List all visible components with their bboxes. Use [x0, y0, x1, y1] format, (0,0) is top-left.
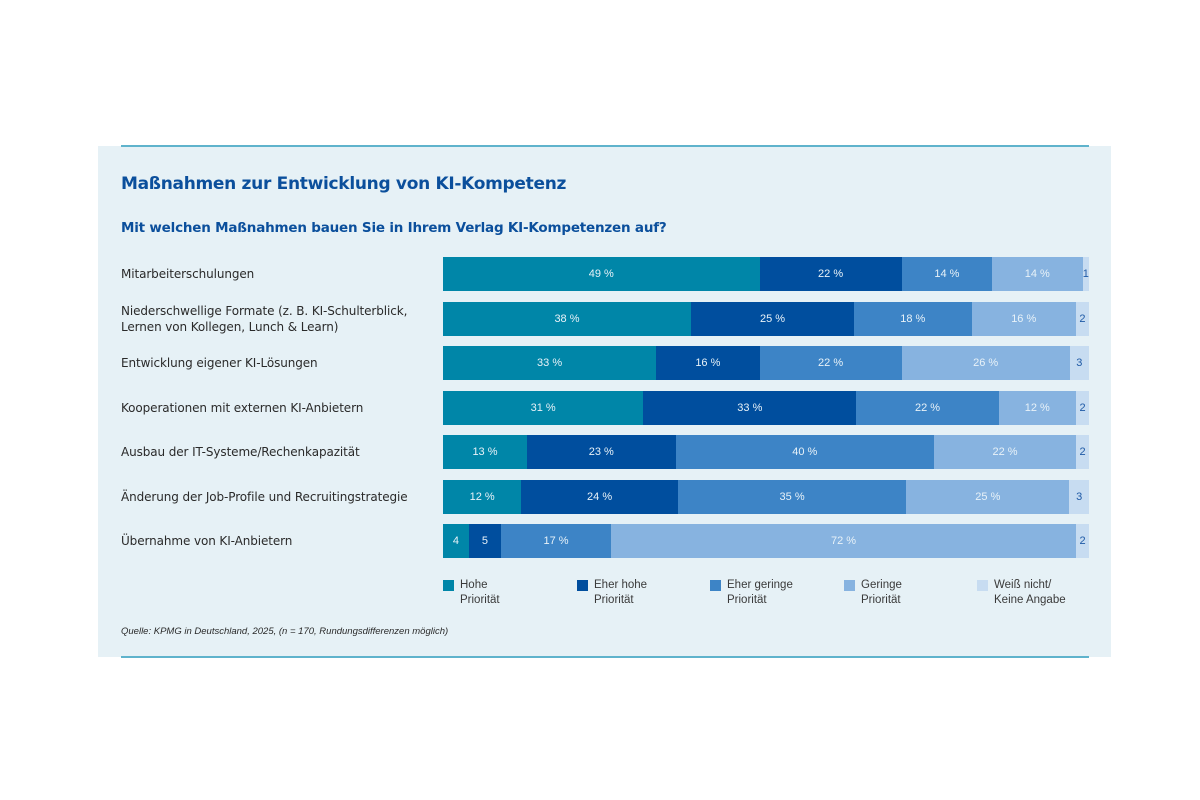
data-label: 16 %	[695, 357, 721, 369]
bar-segment	[677, 479, 907, 514]
bar-segment	[906, 479, 1070, 514]
bar-segment	[1069, 479, 1089, 514]
data-label: 35 %	[779, 490, 805, 503]
data-label: 2	[1079, 535, 1086, 547]
bar-segment	[443, 390, 644, 425]
data-label: 14 %	[1024, 268, 1050, 280]
data-label: 33 %	[537, 357, 563, 369]
data-label: 18 %	[900, 312, 926, 325]
data-label: 31 %	[530, 401, 556, 414]
bar-segment	[1076, 435, 1089, 469]
row-label: Niederschwellige Formate (z. B. KI-Schul…	[121, 303, 408, 334]
bar-segment	[690, 301, 855, 336]
bar-segment	[443, 435, 527, 469]
row-label: Entwicklung eigener KI-Lösungen	[121, 356, 318, 370]
bar-segment	[901, 346, 1070, 380]
legend-swatch	[977, 580, 988, 591]
bar-segment	[526, 435, 676, 469]
bar-segment	[1075, 301, 1089, 336]
bar-segment	[1076, 390, 1089, 425]
bar-segment	[443, 301, 691, 336]
legend-label: Eher geringe Priorität	[727, 579, 793, 606]
data-label: 22 %	[818, 357, 844, 369]
bar-segment	[443, 524, 469, 558]
bar-segment	[468, 524, 502, 558]
bar-segment	[1076, 524, 1089, 558]
data-label: 72 %	[830, 535, 857, 547]
data-label: 12 %	[469, 490, 495, 503]
data-label: 24 %	[587, 490, 613, 503]
data-label: 22 %	[818, 268, 844, 280]
row-label: Ausbau der IT-Systeme/Rechenkapazität	[121, 445, 360, 459]
legend-label: Eher hohe Priorität	[594, 579, 648, 606]
bar-segment	[643, 390, 857, 425]
bar-segment	[901, 257, 993, 291]
data-label: 3	[1076, 357, 1083, 369]
data-label: 2	[1079, 446, 1086, 458]
bar-segment	[443, 257, 760, 291]
bar-segment	[675, 435, 934, 469]
legend-label: Hohe Priorität	[460, 579, 500, 606]
bar-segment	[759, 346, 902, 380]
data-label: 33 %	[737, 401, 763, 414]
data-label: 2	[1079, 312, 1086, 325]
bar-segment	[933, 435, 1077, 469]
bottom-divider	[121, 656, 1089, 658]
data-label: 16 %	[1011, 312, 1037, 325]
legend-swatch	[577, 580, 588, 591]
bar-segment	[521, 479, 678, 514]
data-label: 4	[452, 535, 459, 547]
data-label: 23 %	[588, 446, 614, 458]
data-label: 1	[1082, 268, 1089, 280]
data-label: 13 %	[472, 446, 498, 458]
data-label: 40 %	[792, 446, 818, 458]
source-note: Quelle: KPMG in Deutschland, 2025, (n = …	[121, 626, 449, 637]
bar-segment	[971, 301, 1076, 336]
data-label: 17 %	[543, 535, 569, 547]
data-label: 14 %	[934, 268, 960, 280]
data-label: 38 %	[554, 312, 580, 325]
data-label: 12 %	[1024, 401, 1050, 414]
data-label: 2	[1079, 401, 1086, 414]
row-label: Übernahme von KI-Anbietern	[121, 534, 293, 548]
chart-title: Maßnahmen zur Entwicklung von KI-Kompete…	[121, 174, 567, 194]
row-label: Änderung der Job-Profile und Recruitings…	[121, 489, 408, 504]
bar-segment	[854, 301, 972, 336]
legend-swatch	[710, 580, 721, 591]
data-label: 22 %	[992, 446, 1018, 458]
bar-segment	[1082, 257, 1089, 291]
bar-segment	[759, 257, 902, 291]
bar-segment	[443, 479, 522, 514]
bar-segment	[443, 346, 657, 380]
chart-subtitle: Mit welchen Maßnahmen bauen Sie in Ihrem…	[121, 220, 667, 236]
bar-segment	[501, 524, 611, 558]
legend-label: Weiß nicht/ Keine Angabe	[994, 579, 1066, 606]
legend-label: Geringe Priorität	[861, 579, 902, 606]
data-label: 26 %	[973, 357, 999, 369]
data-label: 49 %	[588, 268, 614, 280]
data-label: 25 %	[759, 312, 786, 325]
legend-swatch	[844, 580, 855, 591]
bar-segment	[1069, 346, 1089, 380]
data-label: 22 %	[914, 401, 941, 414]
bar-segment	[992, 257, 1083, 291]
bar-segment	[656, 346, 760, 380]
row-label: Mitarbeiterschulungen	[121, 267, 255, 281]
data-label: 3	[1076, 490, 1083, 503]
legend-swatch	[443, 580, 454, 591]
bar-segment	[856, 390, 999, 425]
row-label: Kooperationen mit externen KI-Anbietern	[121, 400, 364, 415]
data-label: 5	[481, 535, 489, 547]
top-divider	[121, 145, 1089, 147]
data-label: 25 %	[975, 490, 1001, 503]
bar-segment	[998, 390, 1077, 425]
bar-segment	[610, 524, 1077, 558]
